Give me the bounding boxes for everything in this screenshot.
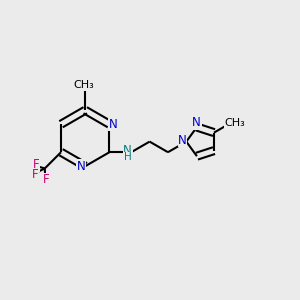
- Text: N: N: [123, 144, 132, 157]
- Text: N: N: [192, 116, 201, 129]
- Text: N: N: [178, 134, 187, 147]
- Text: CH₃: CH₃: [224, 118, 245, 128]
- Text: N: N: [77, 160, 86, 173]
- Text: N: N: [109, 118, 118, 131]
- Text: F: F: [33, 158, 40, 171]
- Text: H: H: [124, 152, 132, 162]
- Text: F: F: [43, 173, 50, 186]
- Text: F: F: [32, 168, 39, 182]
- Text: CH₃: CH₃: [74, 80, 94, 90]
